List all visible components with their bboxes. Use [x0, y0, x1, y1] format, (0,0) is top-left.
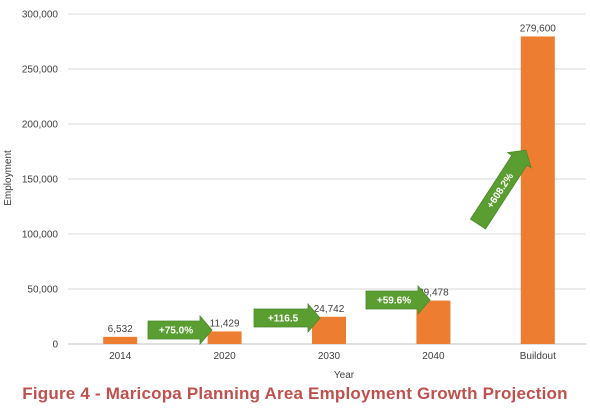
arrow-label: +75.0%	[159, 326, 193, 337]
bars	[103, 36, 555, 344]
arrow-shape	[253, 302, 321, 334]
figure-caption: Figure 4 - Maricopa Planning Area Employ…	[22, 384, 568, 403]
arrow-label: +116.5	[268, 314, 299, 325]
growth-arrow: +75.0%	[147, 314, 213, 346]
y-tick-label: 250,000	[22, 65, 59, 76]
x-tick-label: 2030	[318, 351, 341, 362]
x-axis-title: Year	[334, 370, 355, 381]
arrow-shape	[365, 284, 431, 316]
y-axis-title: Employment	[3, 150, 14, 206]
growth-arrow: +116.5	[253, 302, 321, 334]
x-tick-label: 2020	[213, 351, 236, 362]
y-tick-label: 50,000	[27, 285, 58, 296]
data-label: 24,742	[314, 304, 345, 315]
arrow-shape	[469, 149, 532, 230]
y-tick-label: 0	[52, 340, 58, 351]
bar	[207, 331, 242, 344]
chart: 0 50,000 100,000 150,000 200,000 250,000 300,0…	[3, 10, 586, 381]
x-tick-label: 2040	[422, 351, 445, 362]
data-label: 279,600	[520, 23, 557, 34]
data-label: 6,532	[108, 324, 133, 335]
gridlines	[68, 13, 586, 345]
data-labels: 6,532 11,429 24,742 39,478 279,600	[108, 23, 557, 334]
y-tick-label: 150,000	[22, 175, 59, 186]
arrow-label: +59.6%	[377, 296, 411, 307]
growth-arrow: +59.6%	[365, 284, 431, 316]
y-tick-label: 300,000	[22, 10, 59, 21]
arrow-shape	[147, 314, 213, 346]
bar	[103, 336, 138, 344]
x-tick-label: Buildout	[520, 351, 556, 362]
x-axis-ticks: 2014 2020 2030 2040 Buildout	[109, 351, 556, 362]
bar	[520, 36, 555, 344]
y-tick-label: 200,000	[22, 120, 59, 131]
y-tick-label: 100,000	[22, 230, 59, 241]
data-label: 39,478	[418, 288, 449, 299]
x-tick-label: 2014	[109, 351, 132, 362]
y-axis-ticks: 0 50,000 100,000 150,000 200,000 250,000 300,0…	[22, 10, 59, 351]
growth-arrows: +75.0%+116.5+59.6%+608.2%	[147, 149, 532, 346]
data-label: 11,429	[210, 318, 240, 329]
